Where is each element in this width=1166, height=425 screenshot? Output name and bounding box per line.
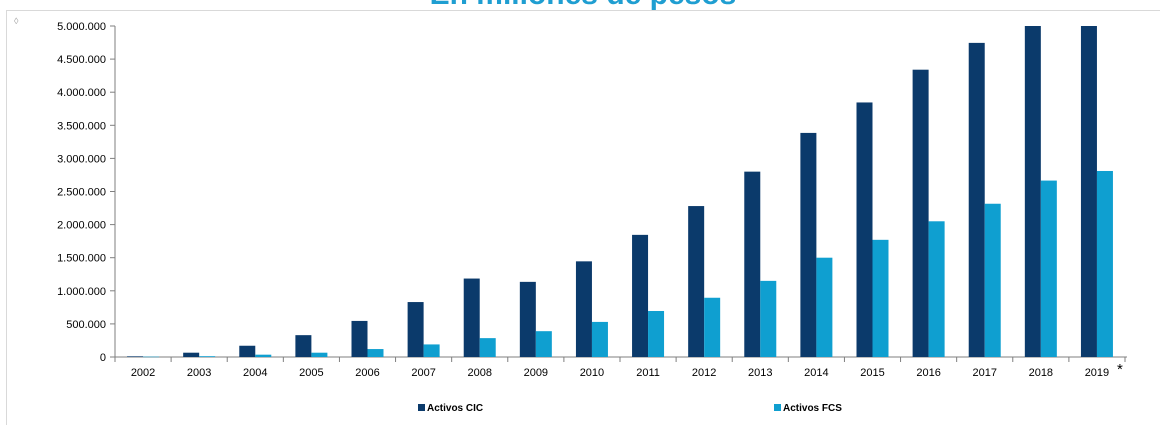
bars	[127, 26, 1113, 358]
x-tick-label: 2013	[748, 367, 772, 379]
x-tick-label: 2019	[1085, 367, 1109, 379]
bar-fcs	[311, 352, 328, 357]
bar-cic	[856, 102, 873, 357]
bar-fcs	[535, 331, 552, 357]
x-axis: 2002 2003 2004 2005 2006 2007 2008 2009 2010 2011…	[114, 356, 1127, 379]
x-tick-label: 2015	[860, 367, 884, 379]
x-tick-label: 2003	[187, 367, 211, 379]
y-tick-label: 2.500.000	[57, 187, 106, 199]
legend-swatch	[418, 404, 425, 411]
y-axis: 0 500.000 1.000.000 1.500.000 2.000.000 2.500…	[57, 21, 116, 364]
x-tick-label: 2007	[411, 367, 435, 379]
bar-fcs	[760, 280, 777, 357]
bar-fcs	[367, 349, 384, 357]
bar-fcs	[143, 356, 160, 358]
bar-fcs	[872, 239, 889, 357]
x-tick-label: 2002	[131, 367, 155, 379]
x-tick-label: 2009	[524, 367, 548, 379]
x-tick-label: 2010	[580, 367, 604, 379]
bar-fcs	[479, 338, 496, 357]
bar-cic	[239, 345, 256, 357]
y-tick-label: 1.000.000	[57, 286, 106, 298]
chart-frame	[6, 10, 1160, 425]
x-tick-label: 2011	[636, 367, 660, 379]
bar-cic	[575, 261, 592, 357]
bar-fcs	[1040, 180, 1057, 357]
x-tick-label: 2012	[692, 367, 716, 379]
bar-cic	[463, 278, 480, 357]
bar-cic	[744, 171, 761, 357]
bar-cic	[351, 320, 368, 357]
y-tick-label: 500.000	[66, 319, 106, 331]
legend-label: Activos FCS	[783, 403, 842, 414]
legend-label: Activos CIC	[427, 403, 483, 414]
bar-fcs	[816, 257, 833, 357]
x-tick-label: 2004	[243, 367, 267, 379]
legend: Activos CIC Activos FCS	[418, 403, 842, 414]
y-tick-label: 4.500.000	[57, 54, 106, 66]
corner-mark: ◊	[14, 16, 19, 26]
legend-swatch	[774, 404, 781, 411]
y-tick-label: 3.000.000	[57, 153, 106, 165]
bar-fcs	[648, 310, 665, 357]
x-tick-label: 2006	[355, 367, 379, 379]
bar-cic	[912, 69, 929, 357]
x-tick-label: 2008	[467, 367, 491, 379]
bar-fcs	[984, 203, 1001, 357]
y-tick-label: 0	[100, 352, 106, 364]
bar-fcs	[199, 356, 216, 357]
x-tick-label: 2016	[916, 367, 940, 379]
footnote-marker: *	[1117, 361, 1123, 378]
bar-cic	[688, 206, 705, 357]
y-tick-label: 3.500.000	[57, 120, 106, 132]
bar-cic	[800, 132, 817, 357]
bar-fcs	[1096, 170, 1113, 357]
y-tick-label: 5.000.000	[57, 21, 106, 33]
bar-cic	[519, 281, 536, 357]
x-tick-label: 2017	[972, 367, 996, 379]
bar-fcs	[928, 221, 945, 357]
x-tick-label: 2018	[1029, 367, 1053, 379]
bar-cic	[632, 234, 649, 357]
bar-fcs	[423, 344, 440, 357]
y-tick-label: 1.500.000	[57, 253, 106, 265]
bar-cic	[295, 335, 312, 357]
x-tick-label: 2014	[804, 367, 828, 379]
y-tick-label: 4.000.000	[57, 87, 106, 99]
bar-cic	[968, 42, 985, 357]
y-tick-label: 2.000.000	[57, 220, 106, 232]
bar-fcs	[704, 297, 721, 357]
chart-title: En millones de pesos	[0, 0, 1166, 12]
bar-cic	[183, 352, 200, 357]
bar-cic	[1024, 26, 1041, 357]
bar-fcs	[591, 321, 608, 357]
bar-cic	[127, 356, 144, 357]
bar-cic	[407, 302, 424, 357]
x-tick-label: 2005	[299, 367, 323, 379]
bar-fcs	[255, 354, 272, 357]
bar-cic	[1080, 26, 1097, 357]
